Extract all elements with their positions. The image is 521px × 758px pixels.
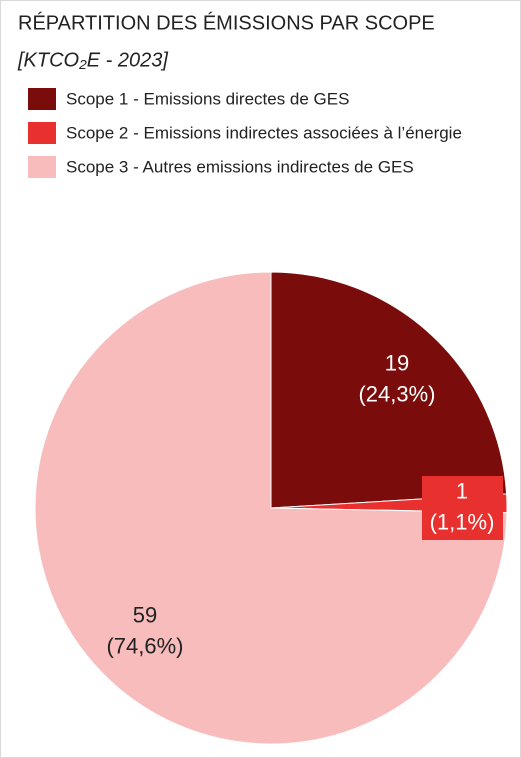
- pie-slice: [34, 271, 508, 745]
- chart-title: RÉPARTITION DES ÉMISSIONS PAR SCOPE: [18, 11, 435, 34]
- data-label: (1,1%): [430, 509, 495, 534]
- legend-label: Scope 3 - Autres emissions indirectes de…: [66, 157, 414, 176]
- pie-slice: [270, 271, 508, 509]
- data-label: 19: [385, 350, 409, 375]
- data-label: (24,3%): [358, 381, 435, 406]
- legend-swatch: [28, 88, 56, 110]
- data-label: (74,6%): [106, 633, 183, 658]
- data-label: 59: [133, 602, 157, 627]
- chart-subtitle: [KTCO₂E - 2023]: [17, 49, 168, 71]
- legend-label: Scope 2 - Emissions indirectes associées…: [66, 123, 462, 142]
- data-label: 1: [456, 478, 468, 503]
- legend-label: Scope 1 - Emissions directes de GES: [66, 89, 349, 108]
- legend-swatch: [28, 122, 56, 144]
- data-label-box: [422, 476, 503, 540]
- legend-swatch: [28, 156, 56, 178]
